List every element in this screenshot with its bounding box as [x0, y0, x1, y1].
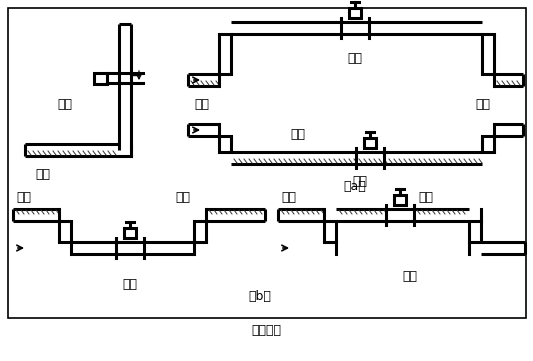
Text: （a）: （a）	[344, 180, 366, 193]
Text: 气泡: 气泡	[175, 191, 190, 204]
Text: 气泡: 气泡	[418, 191, 433, 204]
Text: 错误: 错误	[402, 270, 417, 283]
Text: 气泡: 气泡	[281, 191, 296, 204]
Text: 错误: 错误	[290, 129, 305, 142]
Text: 液体: 液体	[475, 98, 490, 111]
Bar	[349, 8, 361, 18]
Text: 液体: 液体	[35, 168, 50, 181]
Text: 正确: 正确	[123, 278, 138, 291]
Bar	[394, 195, 406, 205]
Bar	[94, 73, 107, 83]
Text: 正确: 正确	[348, 52, 362, 65]
Text: 气泡: 气泡	[16, 191, 31, 204]
Text: 液体: 液体	[352, 175, 367, 188]
Text: 图（四）: 图（四）	[251, 323, 281, 336]
Bar	[8, 8, 526, 318]
Text: 正确: 正确	[58, 99, 72, 112]
Text: 液体: 液体	[194, 98, 209, 111]
Bar	[364, 138, 376, 148]
Bar	[124, 228, 136, 238]
Text: （b）: （b）	[248, 290, 271, 303]
